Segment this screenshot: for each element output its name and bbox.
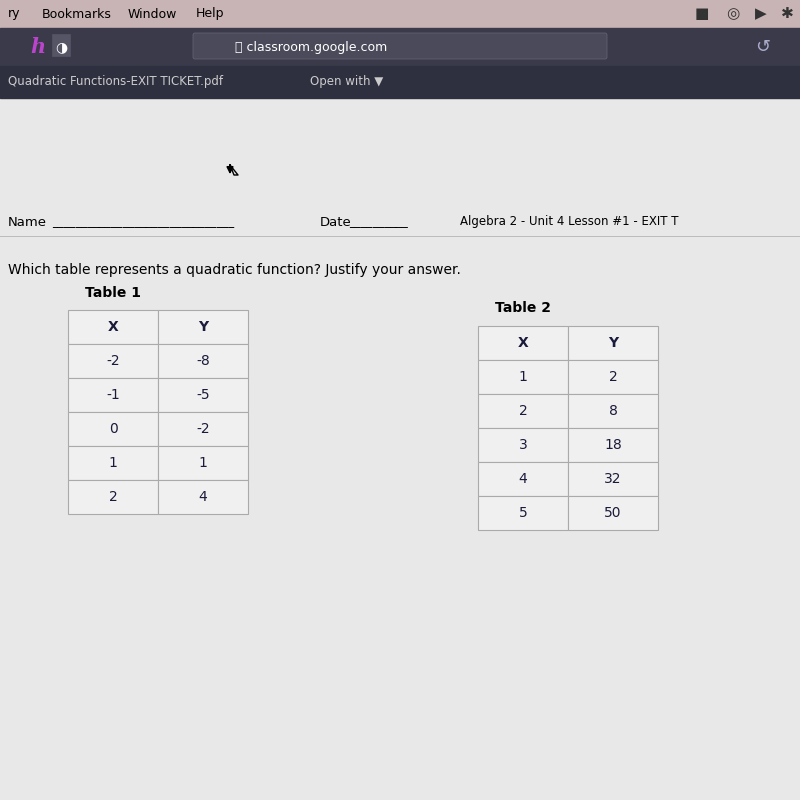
Text: X: X [108, 320, 118, 334]
Bar [0, 0, 800, 28]
Text: Algebra 2 - Unit 4 Lesson #1 - EXIT T: Algebra 2 - Unit 4 Lesson #1 - EXIT T [460, 215, 678, 229]
Text: Table 1: Table 1 [85, 286, 141, 300]
Bar [158, 310, 248, 344]
Bar [68, 344, 158, 378]
Text: 1: 1 [518, 370, 527, 384]
Bar [68, 310, 158, 344]
Bar [0, 28, 800, 66]
Text: Name: Name [8, 215, 47, 229]
Bar [68, 378, 158, 412]
Bar [158, 344, 248, 378]
Text: X: X [518, 336, 528, 350]
Text: Which table represents a quadratic function? Justify your answer.: Which table represents a quadratic funct… [8, 263, 461, 277]
Text: ▶: ▶ [755, 6, 766, 22]
Bar [478, 462, 568, 496]
Text: 3: 3 [518, 438, 527, 452]
Text: 0: 0 [109, 422, 118, 436]
Text: ✱: ✱ [781, 6, 794, 22]
Text: Quadratic Functions-EXIT TICKET.pdf: Quadratic Functions-EXIT TICKET.pdf [8, 75, 223, 89]
Bar [568, 394, 658, 428]
Text: 5: 5 [518, 506, 527, 520]
Text: ◎: ◎ [726, 6, 739, 22]
Text: 2: 2 [518, 404, 527, 418]
Text: 18: 18 [604, 438, 622, 452]
Bar [568, 462, 658, 496]
Text: 4: 4 [198, 490, 207, 504]
Bar [478, 360, 568, 394]
Text: 4: 4 [518, 472, 527, 486]
Text: -2: -2 [196, 422, 210, 436]
Text: ry: ry [8, 7, 21, 21]
Text: 8: 8 [609, 404, 618, 418]
Bar [478, 496, 568, 530]
FancyBboxPatch shape [193, 33, 607, 59]
Text: Table 2: Table 2 [495, 301, 551, 315]
Text: Open with ▼: Open with ▼ [310, 75, 383, 89]
Text: _______________________________: _______________________________ [52, 215, 234, 229]
Text: 50: 50 [604, 506, 622, 520]
Text: Help: Help [196, 7, 225, 21]
Bar [68, 480, 158, 514]
Bar [158, 412, 248, 446]
Bar [68, 446, 158, 480]
Text: h: h [30, 37, 45, 57]
Text: Bookmarks: Bookmarks [42, 7, 112, 21]
Text: __________: __________ [349, 215, 408, 229]
Text: Date: Date [320, 215, 352, 229]
Text: 2: 2 [609, 370, 618, 384]
Bar [158, 378, 248, 412]
Bar [158, 446, 248, 480]
Text: 2: 2 [109, 490, 118, 504]
Bar [478, 428, 568, 462]
Text: 🔒 classroom.google.com: 🔒 classroom.google.com [235, 41, 387, 54]
Text: -5: -5 [196, 388, 210, 402]
Text: Y: Y [608, 336, 618, 350]
Text: 1: 1 [198, 456, 207, 470]
Text: 1: 1 [109, 456, 118, 470]
Bar [68, 412, 158, 446]
Bar [568, 496, 658, 530]
Text: Y: Y [198, 320, 208, 334]
Bar [0, 98, 800, 800]
Text: 32: 32 [604, 472, 622, 486]
Text: Window: Window [128, 7, 178, 21]
Bar [0, 66, 800, 98]
Bar [568, 428, 658, 462]
Text: -1: -1 [106, 388, 120, 402]
Bar [478, 326, 568, 360]
Text: -2: -2 [106, 354, 120, 368]
Bar [158, 480, 248, 514]
Bar [568, 360, 658, 394]
Bar [568, 326, 658, 360]
Bar [478, 394, 568, 428]
Text: ■: ■ [695, 6, 710, 22]
Bar [52, 34, 70, 56]
Text: -8: -8 [196, 354, 210, 368]
Text: ↺: ↺ [755, 38, 770, 56]
Text: ◑: ◑ [55, 40, 67, 54]
